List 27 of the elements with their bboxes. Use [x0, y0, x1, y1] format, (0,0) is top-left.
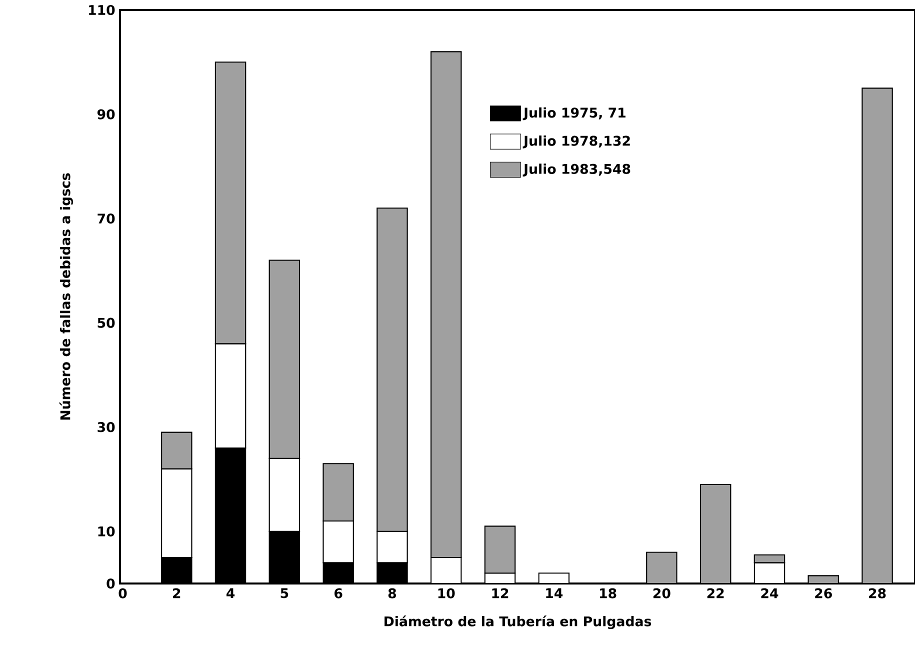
x-tick-label: 22 — [707, 588, 724, 598]
y-tick-label: 50 — [98, 318, 115, 328]
x-tick-label: 12 — [492, 588, 508, 598]
x-tick-label: 6 — [334, 588, 342, 598]
x-tick-label: 8 — [388, 588, 396, 598]
x-tick-label: 2 — [173, 588, 180, 598]
y-tick-label: 90 — [97, 109, 115, 120]
x-tick-label: 4 — [226, 588, 235, 598]
x-tick-label: 26 — [815, 588, 832, 598]
x-axis-title: Diámetro de la Tubería en Pulgadas — [384, 615, 652, 629]
x-tick-label: 18 — [600, 588, 616, 598]
y-tick-label: 10 — [98, 526, 115, 536]
legend-label: Julio 1978,132 — [522, 135, 630, 148]
x-tick-label: 10 — [438, 588, 455, 598]
x-tick-label: 0 — [118, 588, 127, 598]
x-tick-label: 5 — [280, 588, 288, 598]
y-tick-label: 110 — [89, 4, 115, 15]
y-tick-label: 30 — [98, 422, 115, 432]
legend-label: Julio 1975, 71 — [522, 107, 626, 120]
x-tick-label: 28 — [869, 588, 886, 598]
y-tick-label: 70 — [98, 213, 115, 224]
x-tick-label: 20 — [653, 588, 670, 598]
y-axis-title: Número de fallas debidas a igscs — [59, 173, 74, 420]
x-tick-label: 24 — [761, 588, 778, 598]
legend-label: Julio 1983,548 — [522, 164, 630, 176]
x-tick-label: 14 — [546, 588, 563, 598]
y-tick-label: 0 — [106, 578, 115, 588]
